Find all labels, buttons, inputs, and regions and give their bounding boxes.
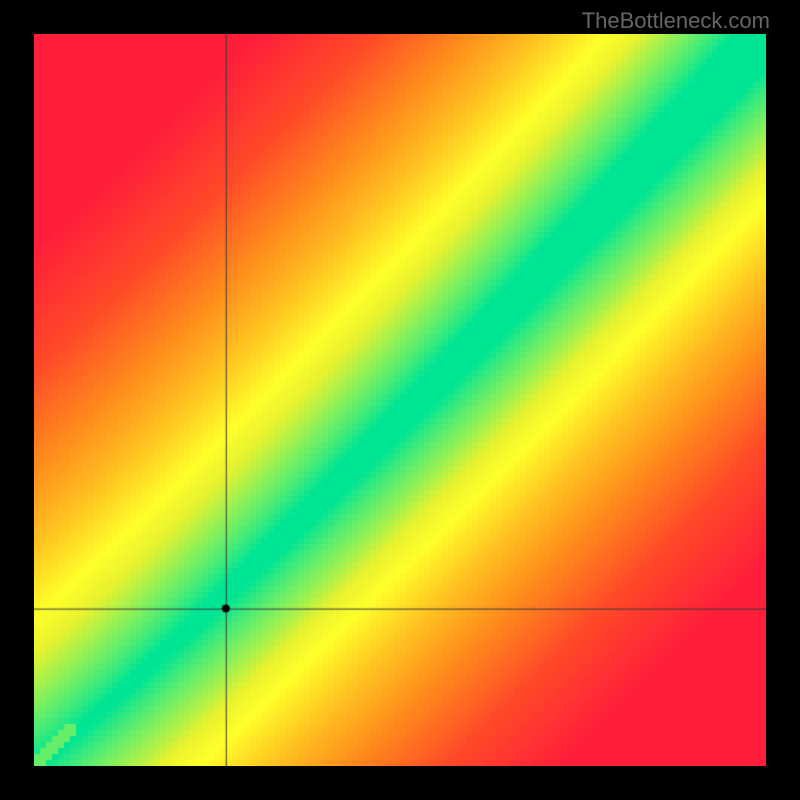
watermark-text: TheBottleneck.com: [582, 8, 770, 34]
heatmap-canvas: [34, 34, 766, 766]
bottleneck-heatmap: [34, 34, 766, 766]
